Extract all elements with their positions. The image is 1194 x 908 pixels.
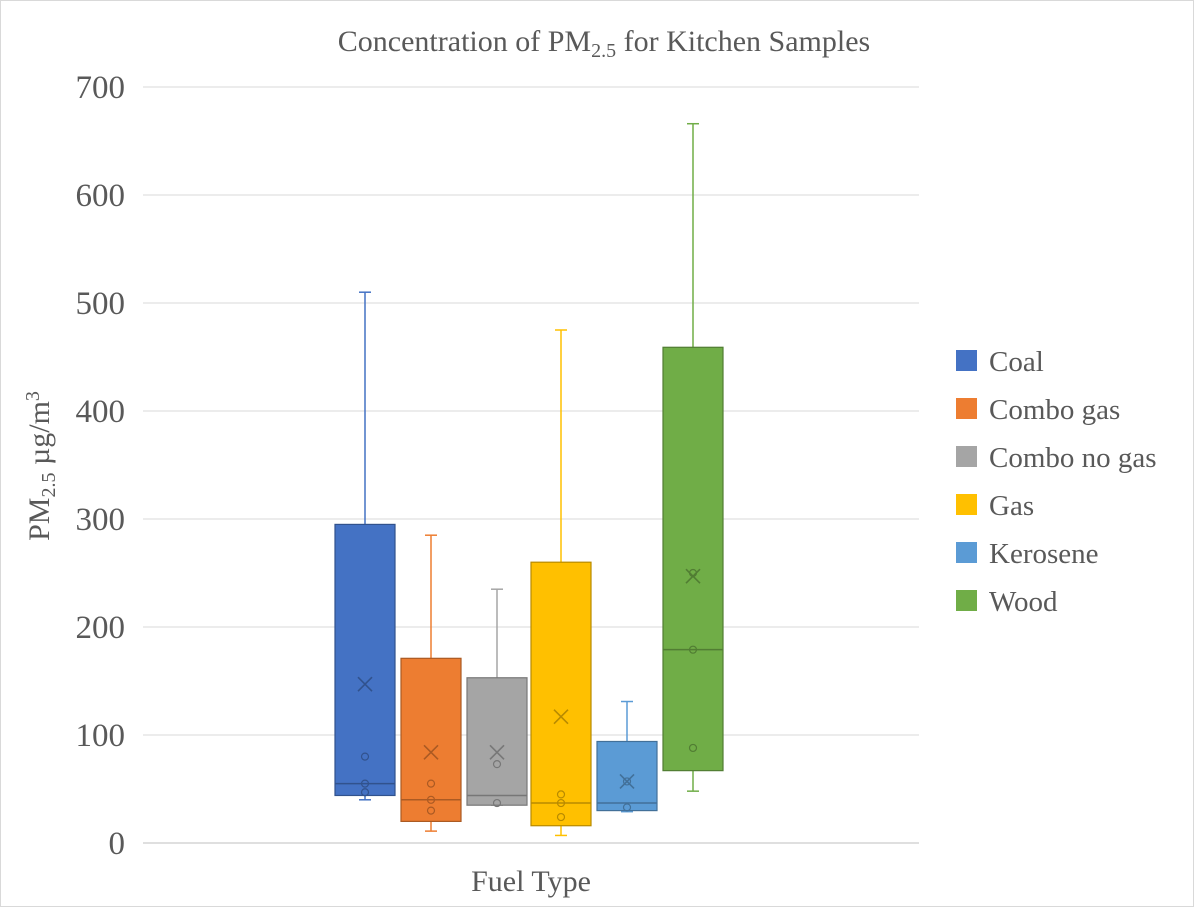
box-kerosene (596, 700, 658, 813)
box (662, 346, 724, 772)
y-tick-label: 700 (76, 70, 126, 106)
box (334, 523, 396, 797)
box (466, 677, 528, 806)
legend-label: Coal (989, 346, 1044, 378)
chart-title: Concentration of PM2.5 for Kitchen Sampl… (338, 25, 870, 62)
legend: Coal Combo gas Combo no gas Gas Kerosene Wood (956, 346, 1157, 618)
box-coal (334, 291, 396, 801)
box-combo-no-gas (466, 588, 528, 808)
legend-label: Kerosene (989, 538, 1099, 570)
legend-swatch (956, 542, 977, 563)
y-tick-label: 500 (76, 286, 126, 322)
box (530, 561, 592, 827)
mean-marker (423, 744, 439, 760)
mean-marker (685, 568, 701, 584)
legend-item: Kerosene (956, 538, 1099, 570)
y-tick-label: 200 (76, 610, 126, 646)
data-point (360, 788, 370, 797)
box-combo-gas (400, 534, 462, 832)
legend-label: Gas (989, 490, 1034, 522)
data-point (556, 790, 566, 799)
mean-marker (619, 773, 635, 790)
data-point (556, 798, 566, 808)
y-axis-title: PM2.5 µg/m3 (22, 391, 60, 541)
legend-item: Combo no gas (956, 442, 1157, 474)
data-point (426, 779, 436, 788)
box-gas (530, 329, 592, 837)
data-point (556, 812, 566, 822)
x-axis-title: Fuel Type (471, 865, 591, 898)
box-wood (662, 122, 724, 792)
y-tick-label: 0 (109, 826, 126, 862)
box (596, 740, 658, 812)
data-point (360, 779, 370, 788)
legend-item: Wood (956, 586, 1058, 618)
legend-swatch (956, 590, 977, 611)
y-axis-ticks: 0 100 200 300 400 500 600 700 (76, 70, 126, 862)
legend-item: Coal (956, 346, 1044, 378)
data-point (688, 743, 698, 753)
mean-marker (553, 709, 569, 725)
legend-swatch (956, 494, 977, 515)
data-point (360, 752, 370, 761)
legend-label: Wood (989, 586, 1058, 618)
box (400, 657, 462, 823)
legend-swatch (956, 446, 977, 467)
data-point (426, 806, 436, 815)
data-point (688, 645, 698, 654)
data-point (622, 803, 632, 812)
data-point (492, 798, 502, 808)
y-tick-label: 100 (76, 718, 126, 754)
mean-marker (489, 744, 505, 760)
legend-label: Combo gas (989, 394, 1120, 426)
data-point (492, 760, 502, 769)
y-tick-label: 300 (76, 502, 126, 538)
boxes (334, 122, 724, 837)
legend-swatch (956, 398, 977, 419)
legend-label: Combo no gas (989, 442, 1157, 474)
mean-marker (357, 676, 373, 692)
y-tick-label: 600 (76, 178, 126, 214)
legend-swatch (956, 350, 977, 371)
y-tick-label: 400 (76, 394, 126, 430)
legend-item: Combo gas (956, 394, 1120, 426)
legend-item: Gas (956, 490, 1034, 522)
data-point (426, 795, 436, 804)
data-point (622, 777, 632, 786)
